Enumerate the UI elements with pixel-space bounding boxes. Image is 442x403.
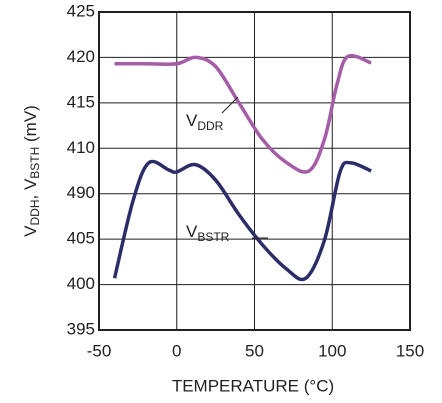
series-label-sub: BSTR [197,230,229,244]
data-line [112,159,372,282]
y-tick-label: 490 [67,183,95,202]
data-line [114,53,372,174]
x-tick-label: 150 [396,341,424,360]
y-tick-label: 415 [67,92,95,111]
y-tick-label: 425 [67,1,95,20]
plot-frame [98,11,411,331]
series-label: VDDR [186,111,224,133]
y-tick-label: 410 [67,138,95,157]
y-title-part: V [21,225,40,237]
leader-line [221,96,239,114]
series-label-sub: DDR [197,119,223,133]
y-title-sub: BSTH [28,147,42,179]
x-tick-label: 50 [245,341,264,360]
y-tick-label: 395 [67,319,95,338]
y-axis-title: VDDH, VBSTH (mV) [21,105,42,237]
x-tick-label: 100 [318,341,346,360]
y-tick-label: 405 [67,229,95,248]
series-label-main: V [186,222,198,241]
y-tick-label: 400 [67,274,95,293]
y-tick-label: 420 [67,47,95,66]
series-label: VBSTR [186,222,230,244]
x-axis-title: TEMPERATURE (°C) [172,376,334,395]
y-title-part: (mV) [21,105,40,147]
y-title-part: , V [21,178,40,199]
series-label-main: V [186,111,198,130]
x-tick-label: -50 [87,341,112,360]
y-title-sub: DDH [28,200,42,226]
x-tick-label: 0 [172,341,181,360]
